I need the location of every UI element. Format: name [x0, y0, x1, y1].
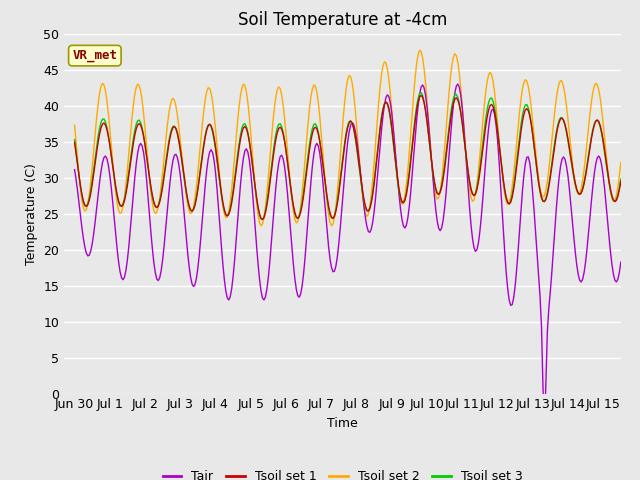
Y-axis label: Temperature (C): Temperature (C) — [24, 163, 38, 264]
X-axis label: Time: Time — [327, 417, 358, 430]
Legend: Tair, Tsoil set 1, Tsoil set 2, Tsoil set 3: Tair, Tsoil set 1, Tsoil set 2, Tsoil se… — [157, 465, 527, 480]
Text: VR_met: VR_met — [72, 49, 117, 62]
Title: Soil Temperature at -4cm: Soil Temperature at -4cm — [237, 11, 447, 29]
